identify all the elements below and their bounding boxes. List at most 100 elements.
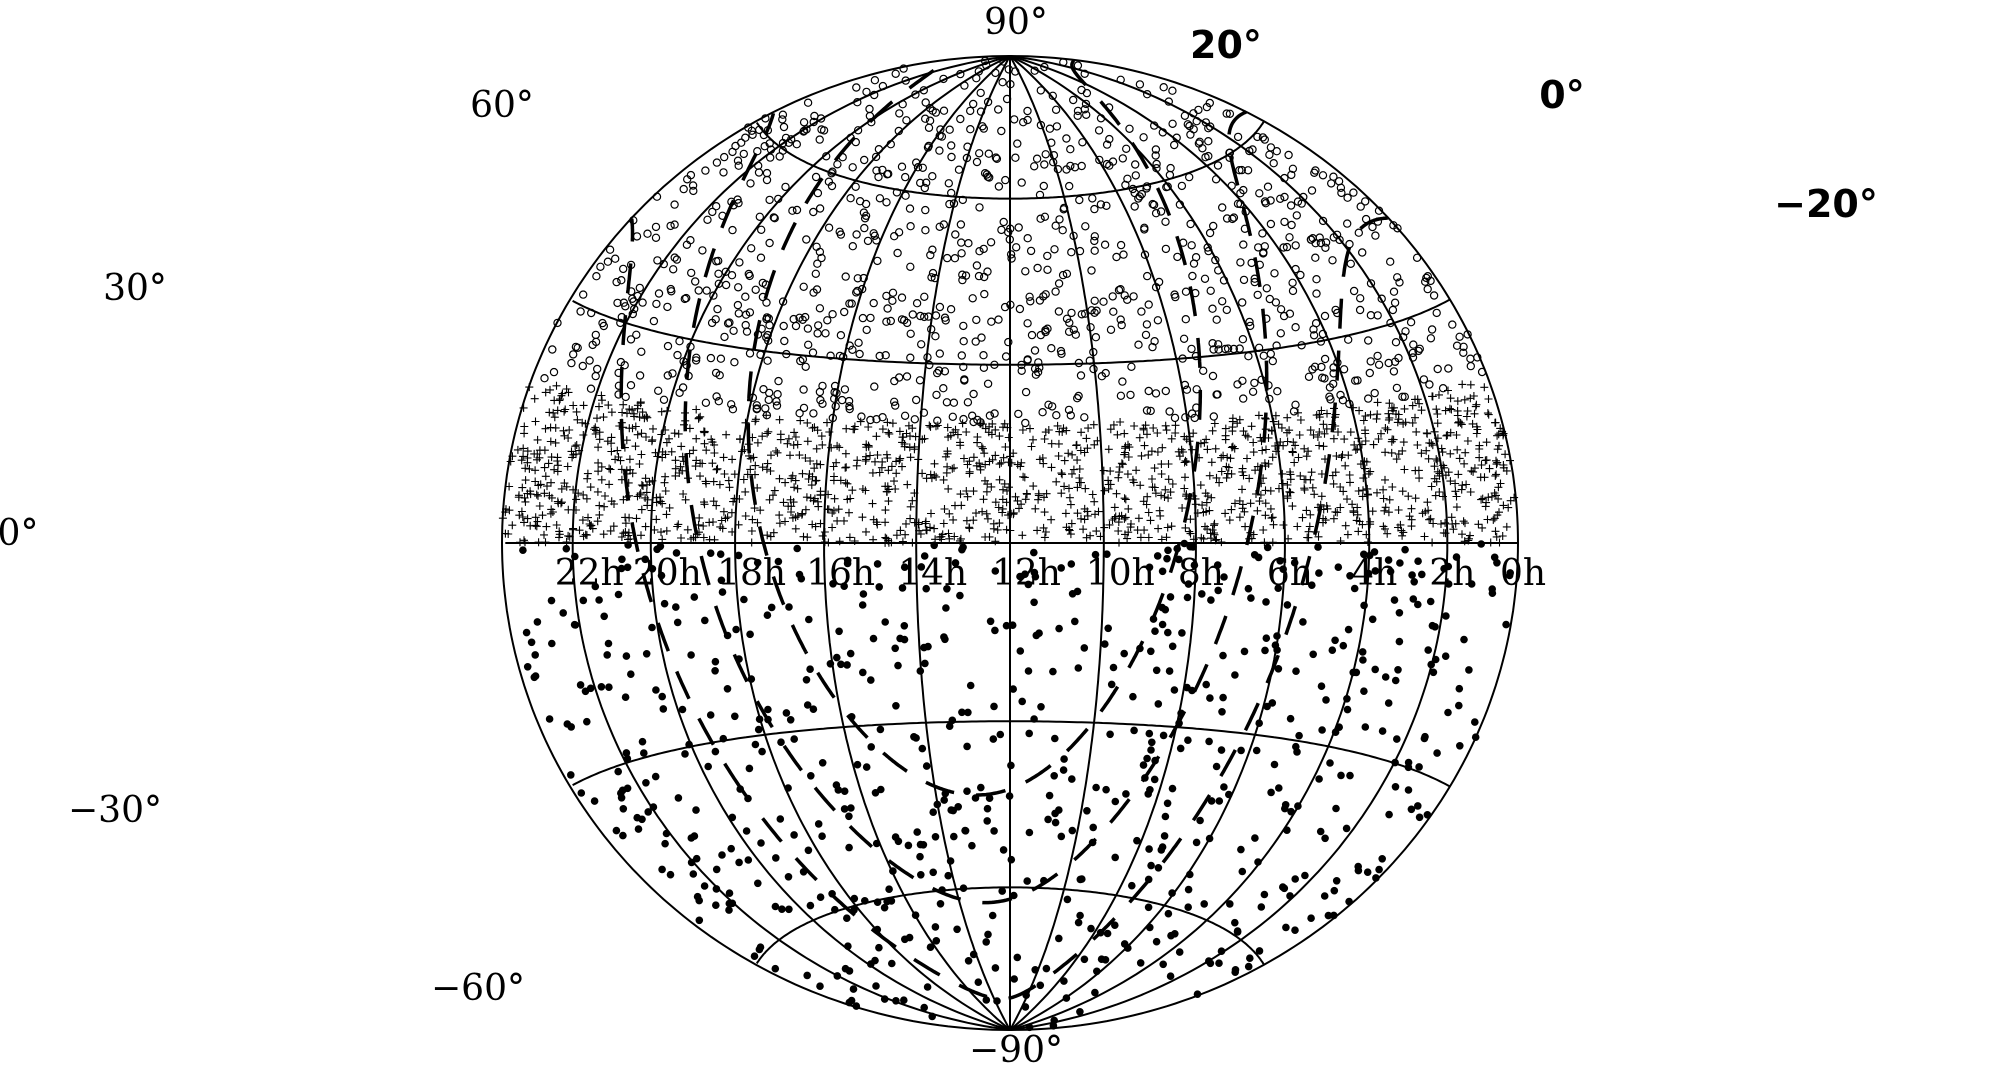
plus-marker (685, 424, 694, 433)
plus-marker (1154, 524, 1163, 533)
plus-marker (1461, 448, 1470, 457)
open-circle-marker (901, 191, 910, 200)
filled-dot-marker (872, 839, 881, 848)
open-circle-marker (860, 214, 870, 223)
open-circle-marker (614, 390, 623, 399)
filled-dot-marker (1206, 959, 1215, 968)
plus-marker (1447, 405, 1456, 414)
filled-dot-marker (799, 868, 808, 876)
plus-marker (803, 418, 812, 427)
filled-dot-marker (1246, 954, 1254, 962)
open-circle-marker (1227, 181, 1236, 190)
open-circle-marker (1239, 275, 1249, 285)
filled-dot-marker (850, 894, 859, 903)
open-circle-marker (874, 144, 884, 154)
open-circle-marker (635, 371, 645, 380)
filled-dot-marker (754, 879, 762, 888)
plus-marker (746, 454, 755, 463)
plus-marker (983, 514, 992, 523)
open-circle-marker (1423, 284, 1432, 294)
filled-dot-marker (712, 901, 720, 909)
plus-marker (1307, 468, 1316, 477)
open-circle-marker (1398, 392, 1407, 401)
filled-dot-marker (1424, 646, 1432, 654)
open-circle-marker (593, 364, 602, 374)
open-circle-marker (1120, 291, 1129, 300)
filled-dot-marker (562, 544, 571, 553)
plus-marker (607, 447, 616, 456)
open-circle-marker (1329, 369, 1338, 378)
filled-dot-marker (1391, 783, 1400, 791)
plus-marker (631, 442, 640, 451)
open-circle-marker (1151, 389, 1161, 398)
open-circle-marker (1044, 400, 1053, 409)
open-circle-marker (653, 256, 662, 265)
filled-dot-marker (1093, 967, 1101, 976)
open-circle-marker (1150, 337, 1159, 346)
plus-marker (1355, 406, 1364, 415)
open-circle-marker (956, 220, 966, 229)
plus-marker (881, 518, 890, 527)
open-circle-marker (991, 153, 1001, 162)
plus-marker (827, 443, 836, 452)
open-circle-marker (1116, 391, 1126, 400)
open-circle-marker (1414, 346, 1423, 356)
plus-marker (1275, 484, 1283, 493)
plus-marker (965, 524, 974, 533)
plus-marker (1217, 467, 1226, 476)
filled-dot-marker (689, 870, 698, 878)
open-circle-marker (1288, 164, 1298, 173)
open-circle-marker (1373, 311, 1382, 320)
plus-marker (769, 528, 778, 537)
open-circle-marker (958, 270, 967, 279)
plus-marker (571, 442, 580, 451)
plus-marker (1202, 435, 1211, 444)
plus-marker (1493, 445, 1502, 454)
galactic-latitude-label: 0° (1539, 73, 1584, 117)
plus-marker (721, 514, 730, 523)
filled-dot-marker (1139, 761, 1148, 769)
open-circle-marker (1326, 179, 1336, 188)
open-circle-marker (835, 351, 845, 361)
open-circle-marker (928, 171, 937, 181)
plus-marker (824, 490, 833, 499)
plus-marker (1057, 489, 1066, 498)
plus-marker (642, 488, 651, 497)
open-circle-marker (1233, 199, 1243, 208)
open-circle-marker (816, 395, 825, 405)
open-circle-marker (951, 230, 960, 239)
plus-marker (533, 517, 542, 526)
open-circle-marker (613, 298, 622, 308)
filled-dot-marker (958, 545, 966, 554)
open-circle-marker (950, 254, 960, 263)
plus-marker (1031, 504, 1040, 513)
filled-dot-marker (657, 571, 666, 580)
plus-marker (502, 505, 510, 514)
plus-marker (818, 531, 827, 540)
plus-marker (620, 443, 629, 452)
filled-dot-marker (1275, 784, 1283, 792)
open-circle-marker (920, 183, 930, 193)
plus-marker (1058, 428, 1067, 436)
open-circle-marker (683, 175, 692, 184)
plus-marker (1424, 506, 1433, 515)
plus-marker (1380, 506, 1389, 515)
plus-marker (681, 408, 689, 417)
open-circle-marker (935, 131, 944, 140)
filled-dot-marker (1164, 628, 1172, 637)
plus-marker (1137, 451, 1146, 460)
open-circle-marker (1021, 387, 1031, 397)
open-circle-marker (754, 168, 764, 177)
open-circle-marker (1188, 271, 1197, 281)
plus-marker (670, 429, 679, 438)
plus-marker (1130, 422, 1139, 430)
plus-marker (1361, 412, 1370, 420)
plus-marker (1150, 464, 1159, 473)
plus-marker (1383, 529, 1392, 538)
plus-marker (914, 455, 923, 464)
plus-marker (653, 452, 662, 461)
plus-marker (836, 476, 845, 485)
open-circle-marker (651, 233, 661, 242)
plus-marker (514, 493, 523, 502)
filled-dot-marker (1178, 629, 1186, 637)
